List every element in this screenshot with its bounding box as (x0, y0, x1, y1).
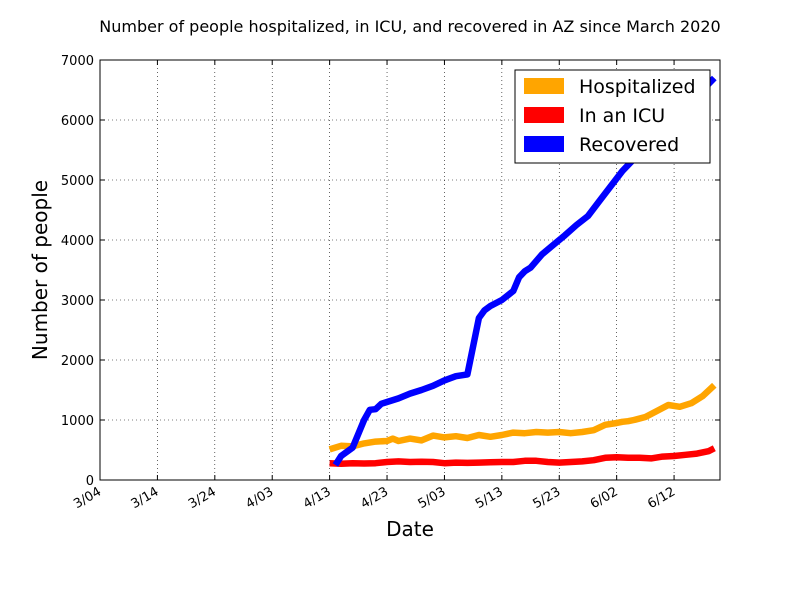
y-tick-label: 6000 (61, 114, 94, 129)
x-tick-label: 5/13 (473, 484, 506, 512)
legend-label-icu: In an ICU (579, 105, 665, 127)
x-tick-label: 4/13 (301, 484, 334, 512)
series-line-hospitalized (328, 382, 717, 453)
y-tick-label: 2000 (61, 354, 94, 369)
plot-frame (99, 59, 721, 481)
legend-label-hospitalized: Hospitalized (579, 76, 696, 98)
legend: Hospitalized In an ICU Recovered (514, 69, 711, 164)
y-tick-label: 1000 (61, 414, 94, 429)
legend-label-recovered: Recovered (579, 134, 679, 156)
x-axis-label: Date (386, 517, 434, 541)
x-tick-label: 3/24 (186, 484, 219, 512)
legend-swatch-icu (524, 107, 564, 123)
y-tick-label: 3000 (61, 294, 94, 309)
legend-swatch-hospitalized (524, 78, 564, 94)
y-tick-label: 4000 (61, 234, 94, 249)
x-tick-label: 4/23 (358, 484, 391, 512)
x-tick-label: 6/02 (588, 484, 621, 512)
legend-swatch-recovered (524, 136, 564, 152)
y-axis: 0 1000 2000 3000 4000 5000 6000 7000 (61, 54, 720, 489)
x-tick-label: 5/23 (530, 484, 563, 512)
chart-title: Number of people hospitalized, in ICU, a… (99, 17, 720, 36)
y-axis-label: Number of people (28, 180, 52, 360)
series-line-in-an-icu (329, 445, 716, 468)
y-tick-label: 5000 (61, 174, 94, 189)
x-tick-label: 4/03 (243, 484, 276, 512)
x-tick-label: 5/03 (416, 484, 449, 512)
x-tick-label: 6/12 (645, 484, 678, 512)
y-tick-label: 7000 (61, 54, 94, 69)
y-tick-label: 0 (86, 474, 94, 489)
x-tick-label: 3/14 (129, 484, 162, 512)
